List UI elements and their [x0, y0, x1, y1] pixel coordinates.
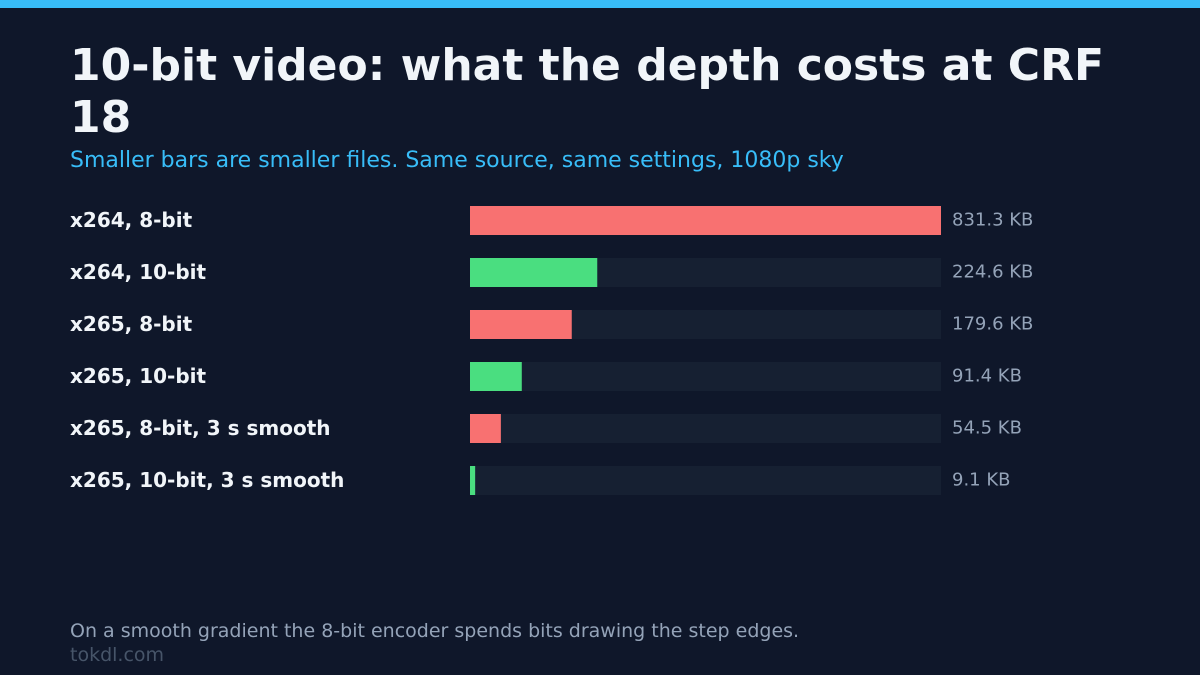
- category-label: x265, 10-bit: [70, 364, 207, 388]
- bar: [470, 414, 501, 443]
- chart-title: 10-bit video: what the depth costs at CR…: [70, 40, 1105, 143]
- note: On a smooth gradient the 8-bit encoder s…: [70, 620, 800, 642]
- bar: [470, 466, 476, 495]
- chart-subtitle: Smaller bars are smaller files. Same sou…: [70, 148, 844, 173]
- category-label: x264, 8-bit: [70, 208, 193, 232]
- value-label: 91.4 KB: [952, 366, 1022, 387]
- bar: [470, 258, 598, 287]
- bar: [470, 206, 941, 235]
- category-label: x265, 10-bit, 3 s smooth: [70, 468, 344, 492]
- bar: [470, 310, 572, 339]
- source: tokdl.com: [70, 644, 165, 666]
- category-label: x265, 8-bit, 3 s smooth: [70, 416, 331, 440]
- category-label: x265, 8-bit: [70, 312, 193, 336]
- value-label: 831.3 KB: [952, 210, 1033, 231]
- bar-track: [470, 414, 941, 443]
- bar-track: [470, 466, 941, 495]
- value-label: 54.5 KB: [952, 418, 1022, 439]
- bar: [470, 362, 522, 391]
- top-stripe: [0, 0, 1200, 8]
- value-label: 224.6 KB: [952, 262, 1033, 283]
- bar-track: [470, 362, 941, 391]
- value-label: 179.6 KB: [952, 314, 1033, 335]
- category-label: x264, 10-bit: [70, 260, 207, 284]
- chart: x264, 8-bit 831.3 KB x264, 10-bit 224.6 KB x…: [70, 206, 1033, 495]
- value-label: 9.1 KB: [952, 470, 1011, 491]
